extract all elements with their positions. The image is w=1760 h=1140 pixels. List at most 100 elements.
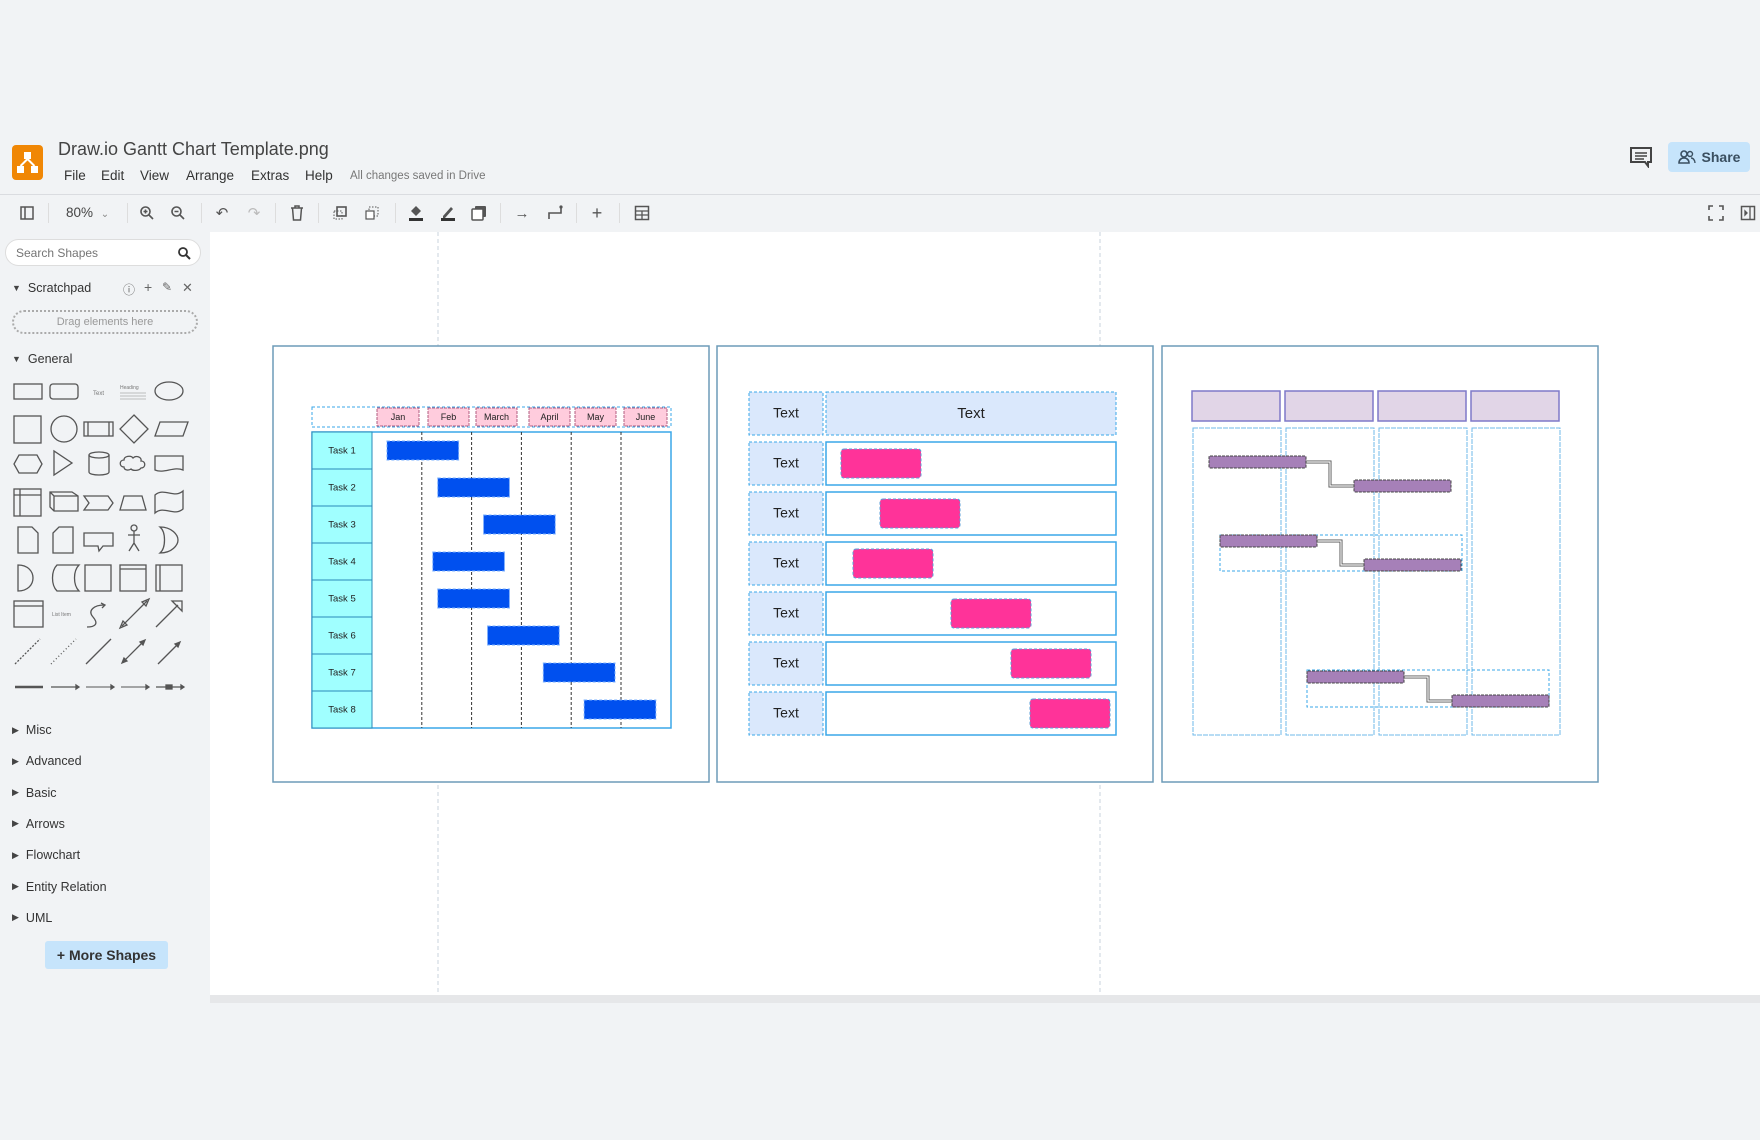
task-cell[interactable]: [311, 616, 373, 655]
row-bar[interactable]: [852, 548, 934, 579]
shape-trapezoid[interactable]: [119, 495, 147, 511]
task-cell[interactable]: [311, 468, 373, 507]
shape-connector-2-labels[interactable]: [86, 683, 116, 691]
shape-swimlane[interactable]: [119, 564, 147, 592]
task-cell[interactable]: [311, 690, 373, 729]
row-label-cell[interactable]: [748, 591, 824, 636]
month-cell[interactable]: [623, 407, 668, 427]
zoom-in-icon[interactable]: [135, 201, 159, 225]
insert-icon[interactable]: +: [591, 202, 603, 223]
shape-arrow[interactable]: [155, 600, 183, 628]
shape-bidirectional-arrow[interactable]: [118, 597, 151, 630]
shape-cloud[interactable]: [119, 455, 146, 472]
edit-icon[interactable]: ✎: [162, 280, 173, 294]
shape-text[interactable]: Text: [93, 391, 104, 397]
fullscreen-icon[interactable]: [1704, 201, 1728, 225]
row-bar[interactable]: [1010, 648, 1092, 679]
shape-connector-3-labels[interactable]: [121, 683, 151, 691]
phase-column[interactable]: [1192, 427, 1282, 736]
horizontal-scrollbar[interactable]: [210, 995, 1760, 1003]
phase-bar[interactable]: [1353, 479, 1452, 493]
phase-bar[interactable]: [1451, 694, 1550, 708]
phase-bar[interactable]: [1208, 455, 1307, 469]
shape-dashed-line[interactable]: [14, 638, 41, 665]
task-bar[interactable]: [432, 551, 505, 572]
redo-icon[interactable]: ↷: [247, 205, 261, 222]
shape-document[interactable]: [154, 455, 184, 472]
task-cell[interactable]: [311, 653, 373, 692]
dependency-connector[interactable]: [1404, 676, 1452, 702]
shape-dotted-line[interactable]: [50, 638, 77, 665]
month-header-group[interactable]: [311, 406, 672, 428]
scratchpad-dropzone[interactable]: Drag elements here: [12, 310, 198, 334]
general-header[interactable]: ▼ General: [12, 352, 72, 366]
phase-header[interactable]: [1470, 390, 1560, 422]
task-bar[interactable]: [583, 699, 657, 720]
month-cell[interactable]: [528, 407, 571, 427]
header-cell[interactable]: [825, 391, 1117, 436]
phase-column[interactable]: [1378, 427, 1468, 736]
shape-parallelogram[interactable]: [154, 421, 189, 437]
document-title[interactable]: Draw.io Gantt Chart Template.png: [58, 139, 329, 159]
menu-help[interactable]: Help: [305, 168, 333, 183]
row-track[interactable]: [825, 491, 1117, 536]
sidebar-section-advanced[interactable]: ▶ Advanced: [12, 754, 82, 768]
bar-group[interactable]: [1219, 534, 1463, 572]
shape-list-item[interactable]: List Item: [52, 612, 71, 618]
task-cell[interactable]: [311, 579, 373, 618]
shape-diamond[interactable]: [119, 414, 149, 444]
shape-actor[interactable]: [128, 524, 140, 552]
header-cell[interactable]: [748, 391, 824, 436]
row-bar[interactable]: [1029, 698, 1111, 729]
search-shapes[interactable]: [5, 239, 201, 266]
row-bar[interactable]: [840, 448, 922, 479]
shape-connector-symbol[interactable]: [156, 683, 186, 691]
shape-rounded-rectangle[interactable]: [49, 383, 79, 400]
task-bar[interactable]: [437, 588, 510, 609]
shape-data-storage[interactable]: [51, 564, 81, 592]
delete-icon[interactable]: [285, 201, 309, 225]
menu-edit[interactable]: Edit: [101, 168, 125, 183]
row-label-cell[interactable]: [748, 441, 824, 486]
scratchpad-header[interactable]: ▼ Scratchpad: [12, 281, 91, 295]
sidebar-section-misc[interactable]: ▶ Misc: [12, 723, 52, 737]
shape-bidirectional-connector[interactable]: [120, 638, 147, 665]
fill-color-icon[interactable]: [404, 201, 428, 225]
shape-delay[interactable]: [17, 564, 34, 592]
to-front-icon[interactable]: [329, 201, 353, 225]
row-bar[interactable]: [950, 598, 1032, 629]
format-panel-icon[interactable]: [1736, 201, 1760, 225]
add-icon[interactable]: +: [144, 279, 153, 295]
sidebar-toggle-icon[interactable]: [15, 201, 39, 225]
menu-file[interactable]: File: [64, 168, 86, 183]
waypoints-icon[interactable]: [543, 201, 567, 225]
zoom-out-icon[interactable]: [166, 201, 190, 225]
share-button[interactable]: Share: [1668, 142, 1750, 172]
shape-rectangle[interactable]: [13, 383, 43, 400]
task-bar[interactable]: [483, 514, 556, 535]
shape-or[interactable]: [158, 526, 179, 554]
shape-cube[interactable]: [49, 491, 79, 512]
diagram-canvas[interactable]: Jan Feb March April May June Task 1 Task 2 Task …: [210, 232, 1760, 995]
to-back-icon[interactable]: [361, 201, 385, 225]
shape-step[interactable]: [82, 495, 114, 511]
sidebar-section-entity-relation[interactable]: ▶ Entity Relation: [12, 880, 107, 894]
sidebar-section-uml[interactable]: ▶ UML: [12, 911, 52, 925]
shape-circle[interactable]: [50, 415, 78, 443]
comments-icon[interactable]: [1629, 146, 1653, 173]
shape-card[interactable]: [52, 526, 74, 554]
row-bar[interactable]: [879, 498, 961, 529]
shadow-icon[interactable]: [467, 201, 491, 225]
menu-extras[interactable]: Extras: [251, 168, 290, 183]
sidebar-section-basic[interactable]: ▶ Basic: [12, 786, 57, 800]
shape-cylinder[interactable]: [88, 451, 110, 476]
line-color-icon[interactable]: [436, 201, 460, 225]
month-cell[interactable]: [376, 407, 420, 427]
task-cell[interactable]: [311, 542, 373, 581]
shape-triangle[interactable]: [53, 449, 74, 477]
general-shapes-palette[interactable]: Text Heading List Item: [10, 375, 200, 705]
month-cell[interactable]: [427, 407, 470, 427]
menu-view[interactable]: View: [140, 168, 170, 183]
menu-arrange[interactable]: Arrange: [186, 168, 235, 183]
phase-column[interactable]: [1471, 427, 1561, 736]
